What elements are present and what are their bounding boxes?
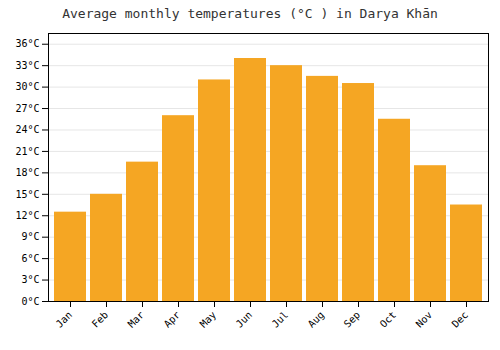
svg-text:6°C: 6°C [21,253,39,264]
svg-text:Jan: Jan [54,309,75,330]
svg-text:24°C: 24°C [15,124,39,135]
svg-text:9°C: 9°C [21,231,39,242]
svg-text:Jul: Jul [270,309,291,330]
svg-text:Aug: Aug [306,309,327,330]
svg-text:Apr: Apr [162,309,183,330]
svg-text:Feb: Feb [90,309,111,330]
svg-text:36°C: 36°C [15,38,39,49]
svg-text:Jun: Jun [234,309,255,330]
svg-text:May: May [198,309,219,330]
svg-text:Oct: Oct [378,309,399,330]
svg-text:12°C: 12°C [15,210,39,221]
svg-text:3°C: 3°C [21,274,39,285]
html-text:Average monthly temperatures (: Average monthly temperatures (°C ) in Da… [62,6,438,21]
svg-text:Dec: Dec [450,309,471,330]
svg-text:0°C: 0°C [21,296,39,307]
svg-text:30°C: 30°C [15,81,39,92]
svg-text:Sep: Sep [342,309,363,330]
svg-text:33°C: 33°C [15,60,39,71]
svg-text:Mar: Mar [126,309,147,330]
svg-text:18°C: 18°C [15,167,39,178]
svg-text:15°C: 15°C [15,189,39,200]
svg-text:Nov: Nov [414,309,435,330]
svg-text:27°C: 27°C [15,103,39,114]
svg-text:21°C: 21°C [15,146,39,157]
